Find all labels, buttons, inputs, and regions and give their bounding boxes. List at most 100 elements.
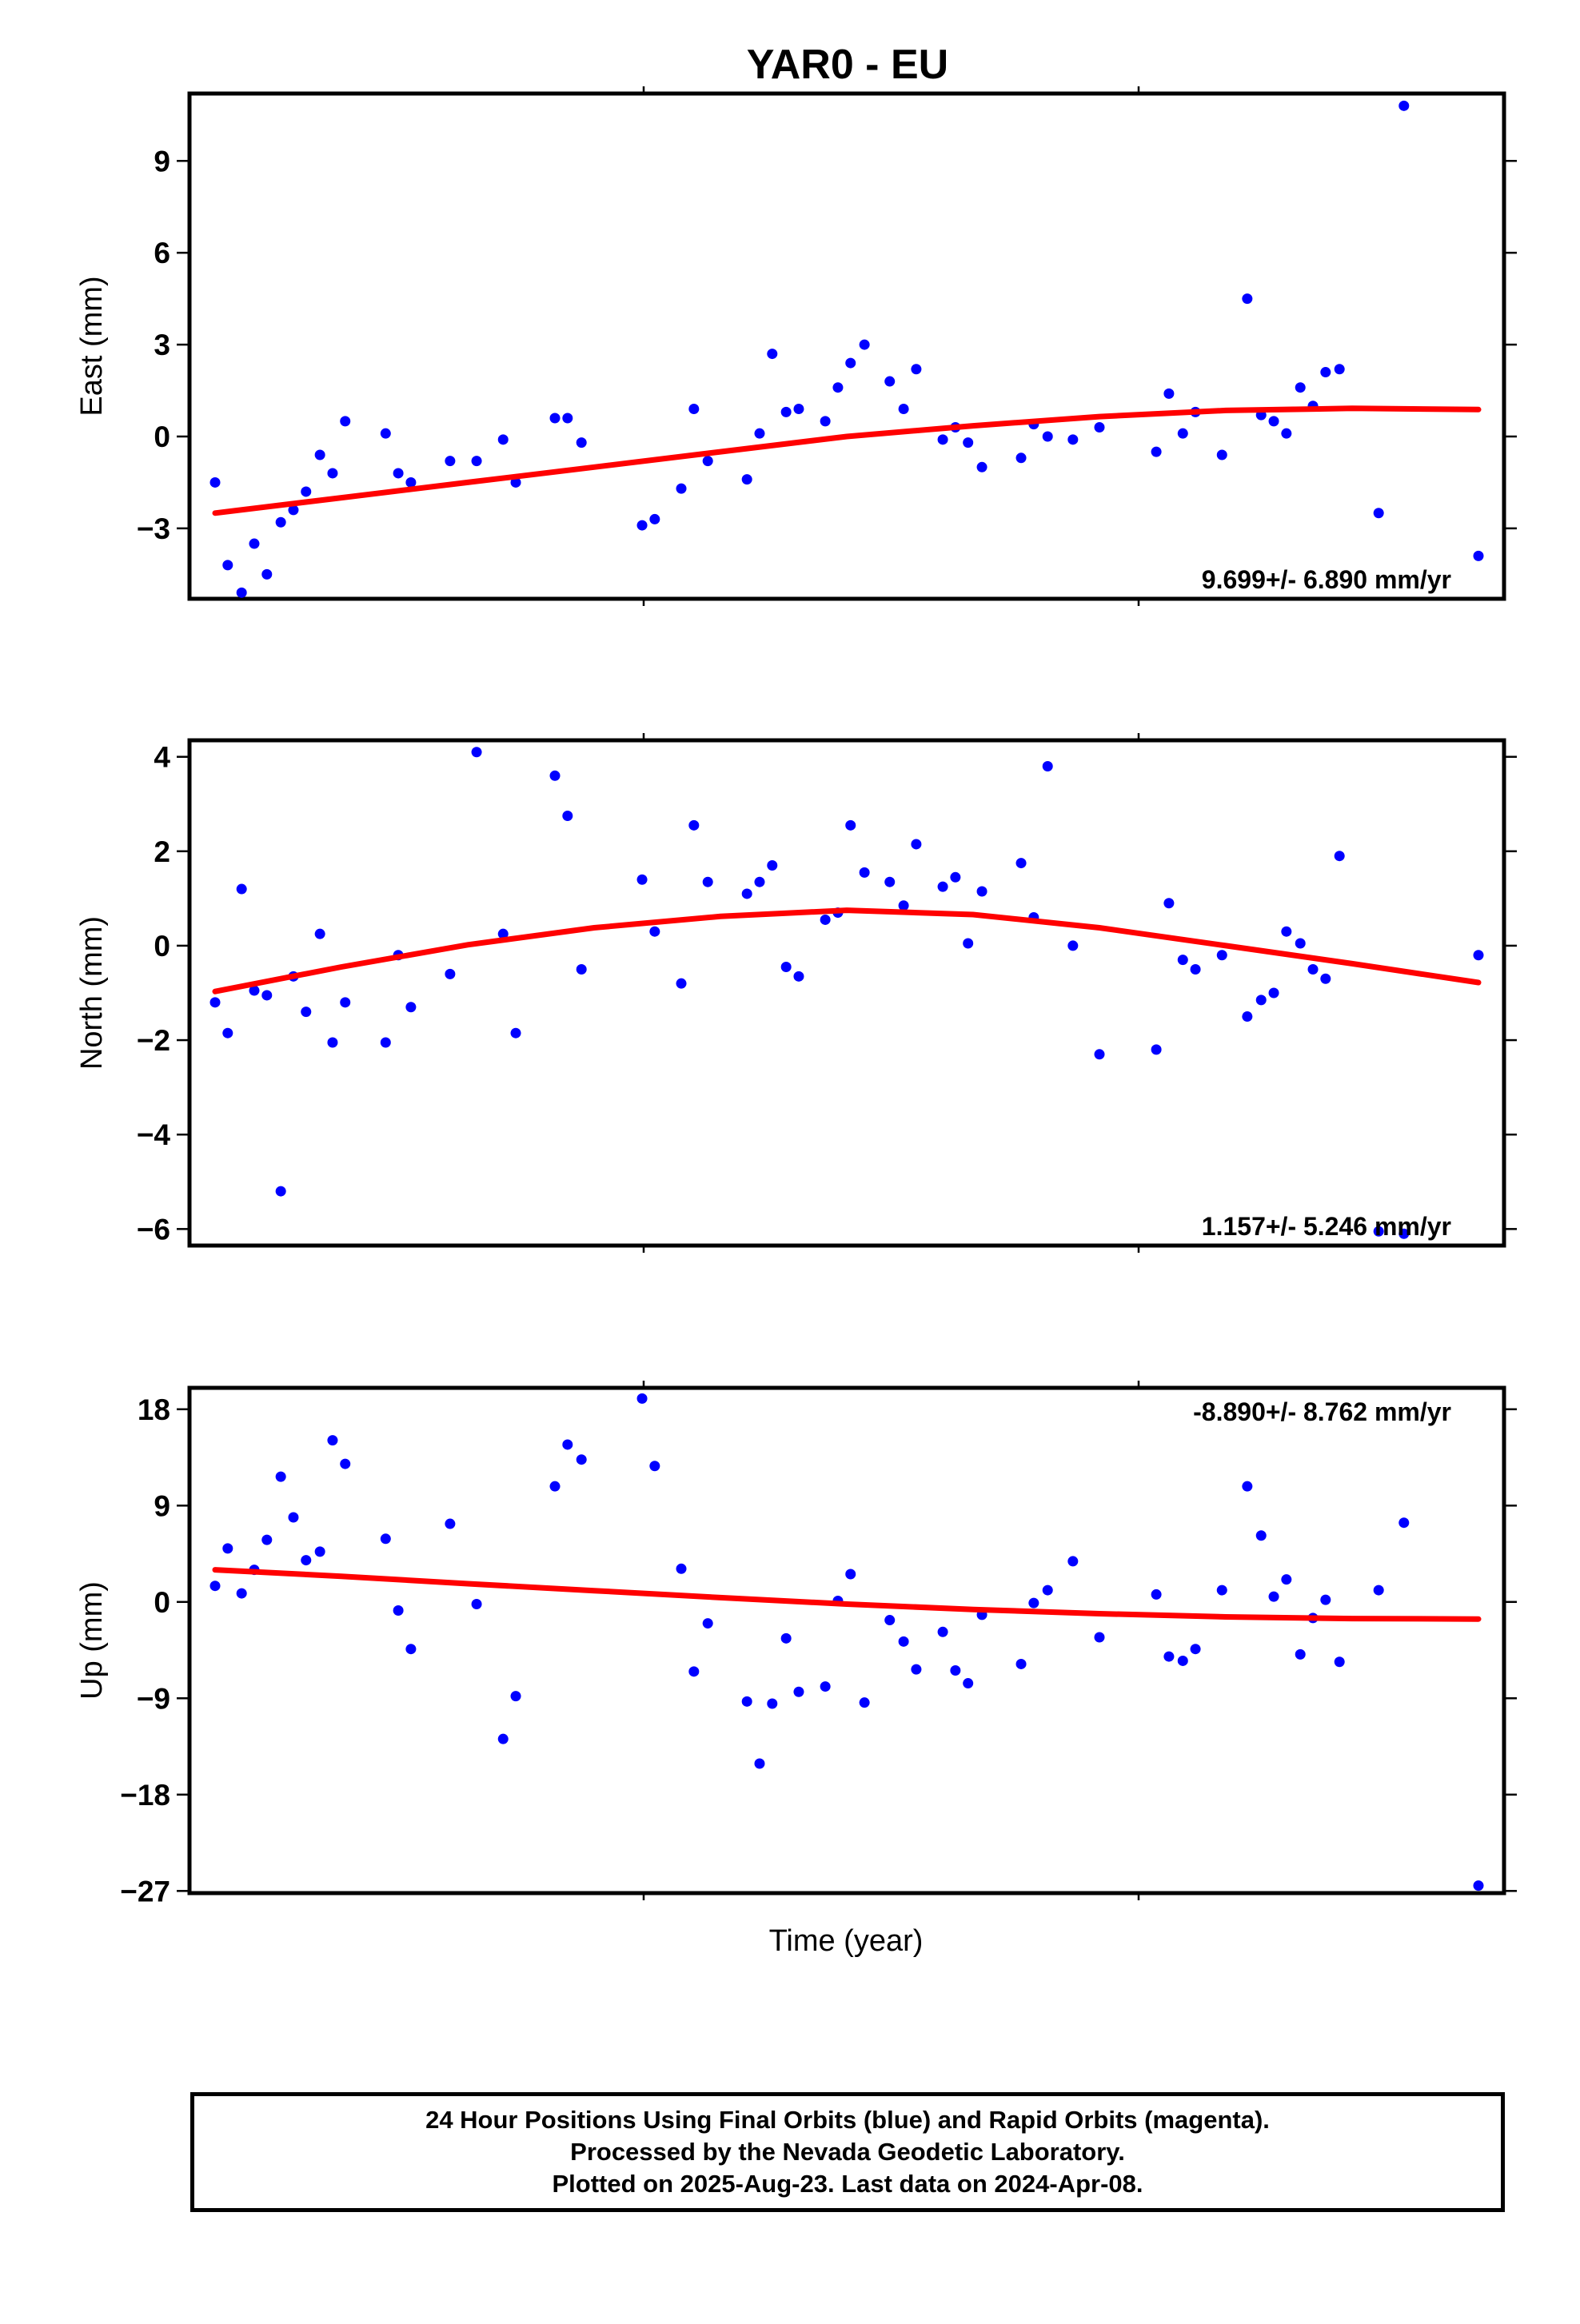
up-data-point [1042,1585,1053,1596]
north-data-point [636,874,648,885]
up-data-point [314,1546,325,1557]
east-data-point [1177,428,1188,439]
north-data-point [275,1186,286,1197]
north-y-tick-label: 2 [154,835,170,868]
up-data-point [1094,1632,1105,1643]
east-data-point [859,339,870,350]
up-data-point [222,1543,233,1554]
east-data-point [445,456,456,467]
north-data-point [327,1037,338,1048]
footer-line-2: Processed by the Nevada Geodetic Laborat… [570,2138,1125,2166]
north-data-point [741,888,752,899]
north-data-point [976,886,988,897]
east-data-point [898,404,909,415]
east-data-point [1398,100,1410,111]
north-data-point [209,997,221,1008]
east-data-point [222,560,233,571]
north-data-point [301,1007,312,1018]
east-data-point [963,437,974,448]
up-data-point [884,1615,896,1626]
north-data-point [1268,987,1279,999]
east-data-point [688,404,700,415]
up-data-point [950,1664,961,1676]
north-data-point [497,928,509,939]
north-data-point [1373,1226,1384,1237]
north-data-point [1281,926,1292,937]
east-data-point [1094,422,1105,433]
east-data-point [1320,367,1331,378]
up-data-point [1334,1656,1345,1668]
east-data-point [340,416,351,427]
up-data-point [301,1555,312,1566]
north-data-point [937,881,948,892]
north-data-point [1177,955,1188,966]
east-data-point [314,449,325,460]
up-data-point [793,1686,804,1697]
east-data-point [497,434,509,445]
up-data-point [1163,1651,1175,1662]
north-data-point [963,938,974,949]
east-data-point [1151,446,1162,457]
east-y-tick-label: 3 [154,329,170,361]
up-data-point [937,1626,948,1637]
up-data-point [636,1393,648,1404]
east-data-point [937,434,948,445]
north-data-point [820,914,831,925]
east-data-point [636,520,648,531]
up-data-point [780,1632,792,1644]
up-data-point [688,1666,700,1677]
up-data-point [1242,1481,1253,1492]
north-y-tick-label: −2 [137,1024,170,1057]
up-data-point [1281,1574,1292,1585]
east-trend-line [212,405,1482,516]
up-y-tick-label: 9 [154,1489,170,1522]
east-data-point [1295,382,1306,393]
north-data-point [767,860,778,871]
up-data-point [471,1598,482,1609]
east-data-point [976,461,988,472]
up-data-point [676,1563,687,1574]
north-data-point [1067,940,1079,951]
north-data-point [845,819,856,831]
up-data-point [754,1758,765,1769]
north-y-tick-label: −4 [137,1118,171,1151]
east-data-point [649,513,660,524]
east-data-point [884,376,896,387]
north-data-point [405,1002,417,1013]
north-data-point [688,819,700,831]
north-data-point [911,839,922,850]
up-data-point [911,1664,922,1675]
north-data-point [1190,963,1201,975]
east-y-tick-label: 9 [154,145,170,177]
up-plot-frame [187,1385,1506,1895]
up-y-axis-label: Up (mm) [75,1581,109,1700]
north-data-point [702,876,713,887]
up-y-tick-label: −27 [120,1875,170,1907]
panel-north: −6 −4 −2 0 2 4 North (mm) 1.157+/- 5.246 mm/yr [75,733,1517,1253]
up-data-point [898,1636,909,1647]
east-data-point [820,416,831,427]
north-rate-label: 1.157+/- 5.246 mm/yr [1202,1212,1451,1241]
up-data-point [1067,1556,1079,1567]
east-data-point [767,349,778,360]
up-data-point [261,1534,273,1545]
up-data-point [1473,1880,1484,1891]
up-data-point [741,1696,752,1707]
east-data-point [1334,364,1345,375]
up-data-point [393,1605,404,1616]
up-data-point [1177,1655,1188,1666]
up-data-point [445,1518,456,1529]
east-data-point [1373,508,1384,519]
east-data-point [845,357,856,369]
x-axis-label: Time (year) [769,1924,924,1958]
east-data-point [576,437,587,448]
east-data-point [249,538,260,549]
up-data-point [702,1618,713,1629]
north-data-point [793,971,804,982]
east-y-axis-label: East (mm) [75,276,109,416]
east-data-point [1163,388,1175,399]
up-data-point [1028,1597,1039,1608]
north-data-point [1094,1049,1105,1060]
up-data-point [275,1471,286,1482]
up-y-tick-label: −9 [137,1682,170,1715]
